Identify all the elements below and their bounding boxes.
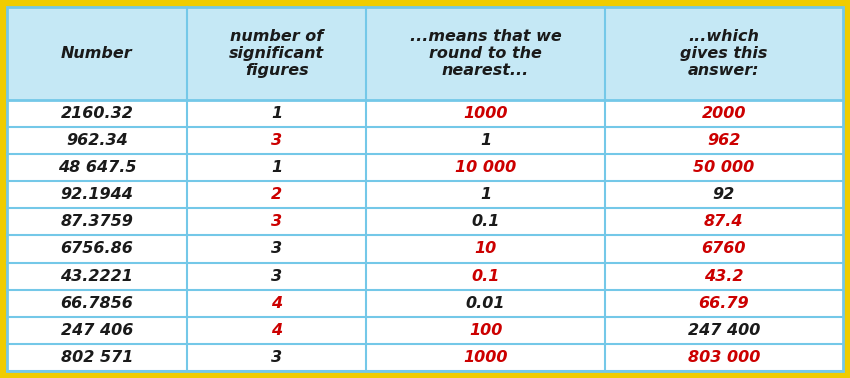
Bar <box>7 317 843 344</box>
Text: 2000: 2000 <box>701 106 746 121</box>
Text: 10: 10 <box>474 242 496 256</box>
Text: 3: 3 <box>271 214 282 229</box>
Text: 1: 1 <box>271 160 282 175</box>
Text: 92.1944: 92.1944 <box>60 187 133 202</box>
Text: 0.01: 0.01 <box>466 296 506 311</box>
Text: 0.1: 0.1 <box>472 269 500 284</box>
Text: Number: Number <box>61 46 133 61</box>
Text: 1: 1 <box>271 106 282 121</box>
Text: ...means that we
round to the
nearest...: ...means that we round to the nearest... <box>410 28 562 78</box>
Text: 48 647.5: 48 647.5 <box>58 160 136 175</box>
Text: 1000: 1000 <box>463 106 507 121</box>
Text: 87.3759: 87.3759 <box>60 214 133 229</box>
Text: 1000: 1000 <box>463 350 507 365</box>
Text: 6756.86: 6756.86 <box>60 242 133 256</box>
Text: 6760: 6760 <box>701 242 746 256</box>
Text: 247 400: 247 400 <box>688 323 760 338</box>
Bar <box>7 290 843 317</box>
Bar <box>7 127 843 154</box>
Text: 100: 100 <box>469 323 502 338</box>
Text: 10 000: 10 000 <box>455 160 516 175</box>
Text: 50 000: 50 000 <box>694 160 755 175</box>
Text: 3: 3 <box>271 350 282 365</box>
Text: 247 406: 247 406 <box>60 323 133 338</box>
Text: 802 571: 802 571 <box>60 350 133 365</box>
Bar <box>7 154 843 181</box>
Bar <box>7 344 843 371</box>
Text: 3: 3 <box>271 133 282 148</box>
Bar <box>7 181 843 208</box>
Text: 4: 4 <box>271 323 282 338</box>
Text: 66.79: 66.79 <box>699 296 749 311</box>
Text: 43.2: 43.2 <box>704 269 744 284</box>
Text: 1: 1 <box>480 187 491 202</box>
Bar <box>7 7 843 100</box>
Text: 803 000: 803 000 <box>688 350 760 365</box>
Text: 92: 92 <box>713 187 735 202</box>
Text: 43.2221: 43.2221 <box>60 269 133 284</box>
Text: 0.1: 0.1 <box>472 214 500 229</box>
Text: ...which
gives this
answer:: ...which gives this answer: <box>680 28 768 78</box>
Text: 962.34: 962.34 <box>66 133 128 148</box>
Text: number of
significant
figures: number of significant figures <box>229 28 324 78</box>
Text: 3: 3 <box>271 242 282 256</box>
Text: 87.4: 87.4 <box>704 214 744 229</box>
Text: 962: 962 <box>707 133 740 148</box>
Bar <box>7 100 843 127</box>
Text: 1: 1 <box>480 133 491 148</box>
Bar <box>7 235 843 263</box>
Bar <box>7 263 843 290</box>
Text: 2160.32: 2160.32 <box>60 106 133 121</box>
Text: 66.7856: 66.7856 <box>60 296 133 311</box>
Bar <box>7 208 843 235</box>
Text: 2: 2 <box>271 187 282 202</box>
Text: 4: 4 <box>271 296 282 311</box>
Text: 3: 3 <box>271 269 282 284</box>
